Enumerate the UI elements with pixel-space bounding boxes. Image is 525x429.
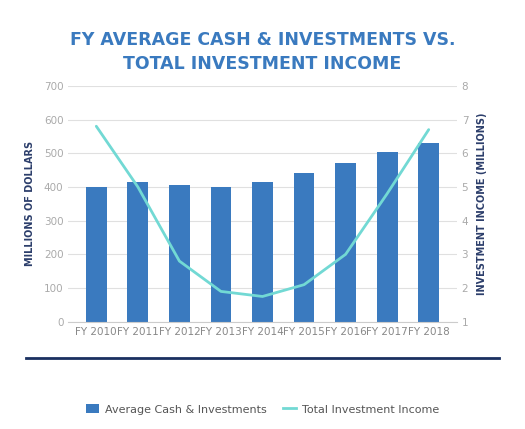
- Bar: [335, 163, 356, 322]
- Bar: [293, 173, 314, 322]
- Bar: [128, 182, 148, 322]
- Legend: Average Cash & Investments, Total Investment Income: Average Cash & Investments, Total Invest…: [81, 400, 444, 419]
- Bar: [377, 152, 397, 322]
- Bar: [86, 187, 107, 322]
- Bar: [211, 187, 232, 322]
- Title: FY AVERAGE CASH & INVESTMENTS VS.
TOTAL INVESTMENT INCOME: FY AVERAGE CASH & INVESTMENTS VS. TOTAL …: [70, 31, 455, 73]
- Bar: [252, 182, 273, 322]
- Y-axis label: MILLIONS OF DOLLARS: MILLIONS OF DOLLARS: [25, 141, 35, 266]
- Bar: [169, 185, 190, 322]
- Bar: [418, 143, 439, 322]
- Y-axis label: INVESTMENT INCOME (MILLIONS): INVESTMENT INCOME (MILLIONS): [477, 112, 487, 295]
